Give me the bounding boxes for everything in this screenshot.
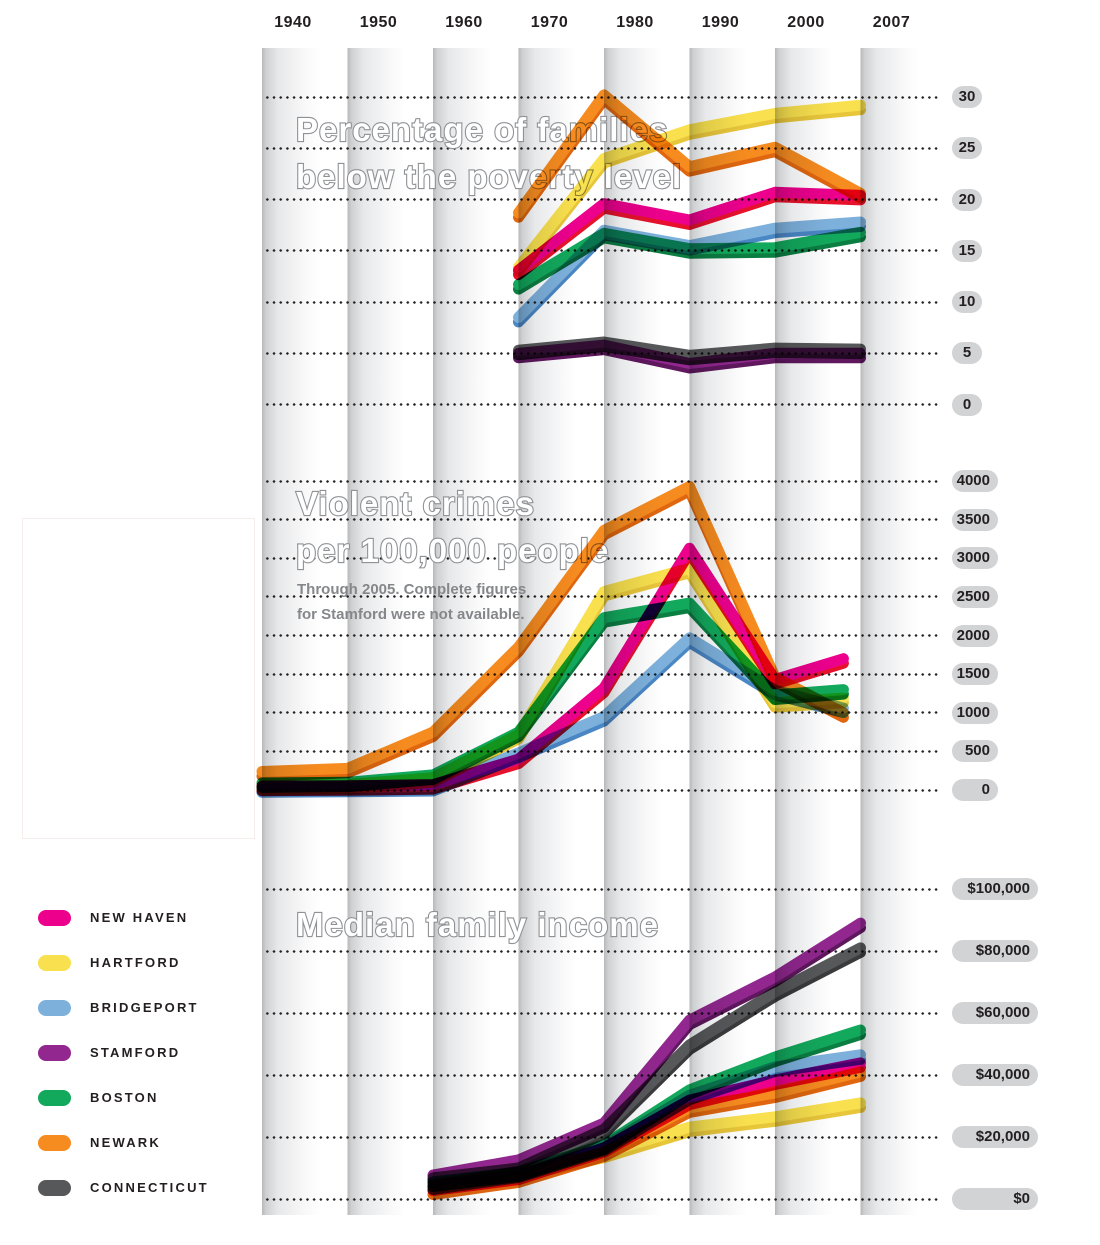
crimes-chart-note: Through 2005. Complete figures for Stamf… [297,577,526,627]
legend-swatch-new-haven [38,910,71,926]
income-title-line1: Median family income [295,905,659,944]
y-axis-pill-poverty-25: 25 [952,137,982,160]
legend-label-bridgeport: BRIDGEPORT [90,1000,199,1015]
poverty-chart-title: Percentage of families below the poverty… [295,106,683,200]
x-axis-label-1980: 1980 [616,14,654,31]
background-column-bands [262,48,946,1215]
y-axis-pill-poverty-15: 15 [952,239,982,262]
crimes-title-line1: Violent crimes [295,484,535,523]
y-axis-pill-crimes-500: 500 [952,740,998,763]
legend-label-new-haven: NEW HAVEN [90,910,189,925]
y-axis-pill-income-20000: $20,000 [952,1126,1038,1148]
legend-swatch-newark [38,1135,71,1151]
x-axis-label-1970: 1970 [530,14,569,31]
y-axis-pill-income-0: $0 [952,1188,1038,1210]
poverty-title-line1: Percentage of families [295,110,669,149]
y-axis-pill-income-60000: $60,000 [952,1002,1038,1024]
income-chart-title: Median family income [295,901,659,948]
y-axis-pill-crimes-0: 0 [952,779,998,801]
legend-label-connecticut: CONNECTICUT [90,1180,209,1195]
legend-swatch-connecticut [38,1180,71,1196]
legend-swatch-boston [38,1090,71,1106]
y-axis-pill-poverty-10: 10 [952,291,982,313]
y-axis-pill-income-40000: $40,000 [952,1064,1038,1086]
legend-label-stamford: STAMFORD [90,1045,181,1060]
y-axis-pill-crimes-2500: 2500 [952,585,998,608]
y-axis-pill-crimes-2000: 2000 [952,624,998,647]
legend-label-newark: NEWARK [90,1135,161,1150]
x-axis-label-1950: 1950 [359,14,398,31]
x-axis-label-1940: 1940 [274,14,312,31]
y-axis-pill-crimes-1500: 1500 [952,663,998,686]
legend-swatch-hartford [38,955,71,971]
crimes-chart-title: Violent crimes per 100,000 people [295,480,610,574]
poverty-title-line2: below the poverty level [295,157,683,196]
x-axis-label-2007: 2007 [872,14,911,31]
y-axis-pill-poverty-0: 0 [952,393,982,416]
y-axis-pill-crimes-3000: 3000 [952,547,998,570]
legend-swatch-stamford [38,1045,71,1061]
y-axis-pill-poverty-30: 30 [952,86,982,108]
legend-label-boston: BOSTON [90,1090,159,1105]
y-axis-pill-income-80000: $80,000 [952,940,1038,962]
crimes-title-line2: per 100,000 people [295,531,610,570]
x-axis-label-1990: 1990 [701,14,740,31]
crimes-note-line1: Through 2005. Complete figures [297,581,527,598]
legend-label-hartford: HARTFORD [90,955,181,970]
blank-placeholder-box [22,518,255,839]
y-axis-pill-crimes-3500: 3500 [952,508,998,531]
y-axis-pill-poverty-20: 20 [952,188,982,211]
x-axis-label-1960: 1960 [445,14,483,31]
y-axis-pill-poverty-5: 5 [952,342,982,365]
y-axis-pill-income-100000: $100,000 [952,878,1038,900]
crimes-note-line2: for Stamford were not available. [297,606,525,623]
y-axis-pill-crimes-1000: 1000 [952,701,998,724]
x-axis-label-2000: 2000 [787,14,825,31]
legend-swatch-bridgeport [38,1000,71,1016]
y-axis-pill-crimes-4000: 4000 [952,470,998,492]
